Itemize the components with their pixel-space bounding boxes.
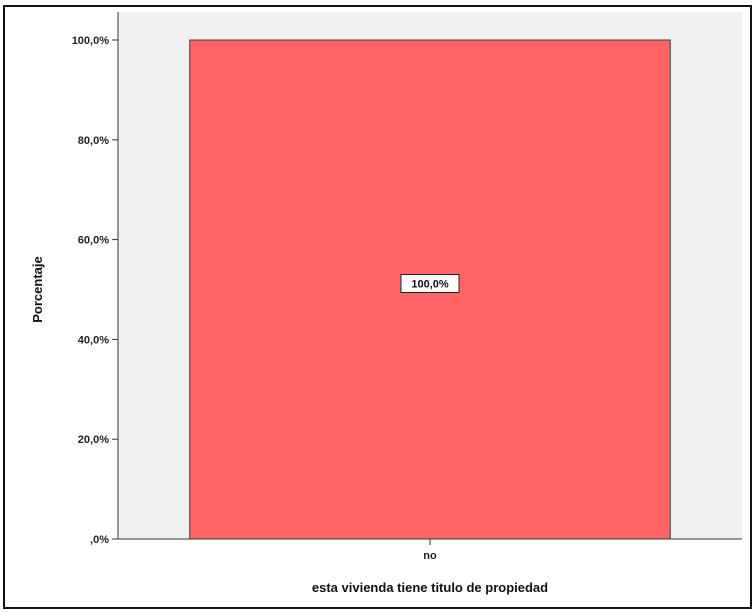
y-tick-label: 60,0% (78, 235, 109, 247)
bars: 100,0% (189, 39, 671, 540)
y-axis-title: Porcentaje (30, 256, 45, 322)
y-tick-label: ,0% (90, 534, 109, 546)
data-label-box (400, 274, 460, 293)
x-axis-ticks: no (423, 539, 437, 562)
y-tick-label: 80,0% (78, 135, 109, 147)
y-tick-label: 40,0% (78, 334, 109, 346)
data-label: 100,0% (411, 279, 449, 291)
y-tick-label: 100,0% (72, 35, 110, 47)
y-axis-ticks: ,0% 20,0% 40,0% 60,0% 80,0% 100,0% (72, 35, 118, 546)
x-axis-title: esta vivienda tiene titulo de propiedad (312, 580, 548, 595)
y-tick-label: 20,0% (78, 434, 109, 446)
x-tick-label: no (423, 550, 437, 562)
